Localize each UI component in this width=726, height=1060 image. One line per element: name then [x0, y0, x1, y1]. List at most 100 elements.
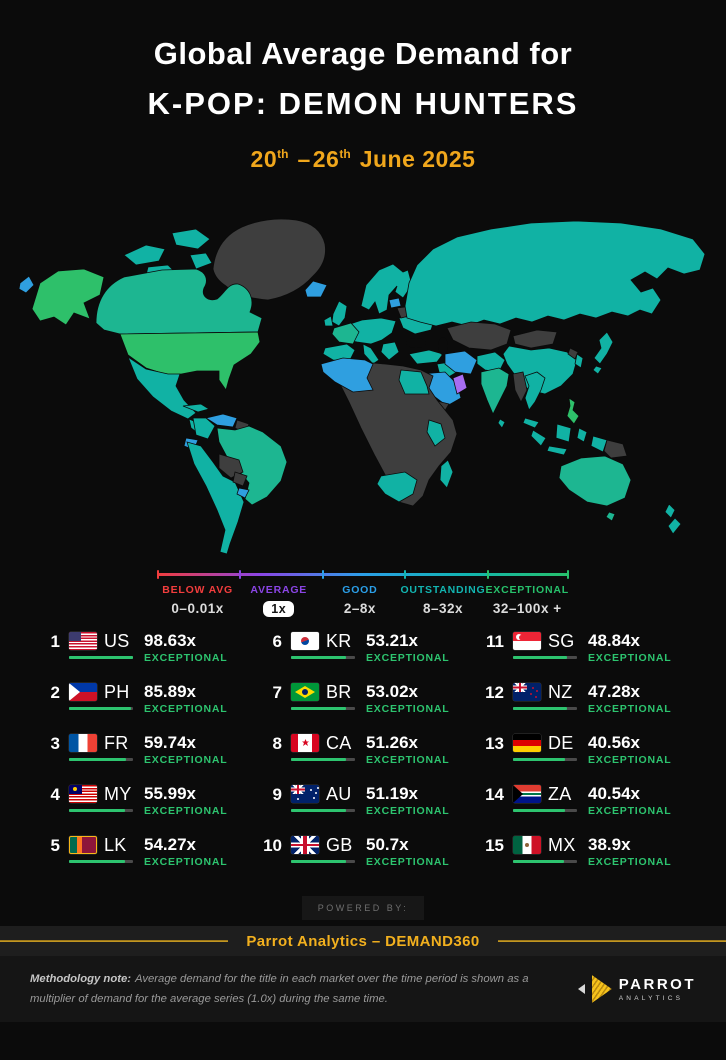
market-flag-block: GB	[291, 836, 355, 863]
market-flag-block: LK	[69, 836, 133, 863]
market-value-block: 53.21x EXCEPTIONAL	[366, 632, 450, 665]
map-region-japan	[592, 331, 614, 375]
map-region-india	[480, 367, 510, 415]
market-flag-block: BR	[291, 683, 355, 710]
market-row: 1 US 98.63x EXCEPTIONAL	[34, 632, 248, 670]
map-region-france	[331, 322, 360, 345]
map-region-cuba	[182, 403, 210, 413]
demand-bar-track	[69, 707, 133, 710]
market-row: 15 MX 38.9x EXCEPTIONAL	[478, 836, 692, 874]
map-black-sea	[406, 338, 426, 348]
market-rank: 13	[485, 734, 504, 753]
map-region-paraguay	[232, 471, 248, 487]
demand-bar-fill	[291, 809, 346, 812]
market-rank: 5	[50, 836, 60, 855]
map-region-south-korea	[574, 353, 584, 369]
market-value-block: 85.89x EXCEPTIONAL	[144, 683, 227, 716]
market-flag-block: DE	[513, 734, 577, 761]
country-flag-icon	[513, 836, 541, 854]
demand-tier-label: EXCEPTIONAL	[144, 856, 228, 868]
country-code: FR	[104, 733, 129, 753]
demand-bar-track	[69, 758, 133, 761]
date-end-suffix: th	[339, 147, 351, 161]
methodology-section: Methodology note: Average demand for the …	[0, 956, 726, 1022]
market-row: 7 BR 53.02x EXCEPTIONAL	[256, 683, 470, 721]
country-flag-icon	[513, 785, 541, 803]
market-flag-block: FR	[69, 734, 133, 761]
map-region-madagascar	[439, 459, 454, 489]
legend-gradient-line	[157, 573, 569, 576]
market-row: 9 AU 51.19x EXCEPTIONAL	[256, 785, 470, 823]
market-value-block: 53.02x EXCEPTIONAL	[366, 683, 449, 716]
legend-category-label: AVERAGE	[250, 584, 308, 596]
demand-bar-track	[291, 809, 355, 812]
market-rank: 3	[50, 734, 60, 753]
demand-bar-fill	[513, 656, 568, 659]
map-region-north-africa	[320, 357, 374, 393]
logo-brand-sub: ANALYTICS	[618, 994, 684, 1002]
market-rank: 14	[485, 785, 504, 804]
demand-tier-label: EXCEPTIONAL	[366, 652, 450, 664]
date-range: 20th –26th June 2025	[0, 146, 726, 173]
market-flag-block: AU	[291, 785, 355, 812]
map-region-uruguay	[236, 487, 250, 499]
country-flag-icon	[69, 683, 97, 701]
demand-bar-track	[291, 758, 355, 761]
map-region-malaysia	[522, 417, 540, 429]
market-flag-block: MY	[69, 785, 133, 812]
demand-tier-label: EXCEPTIONAL	[588, 805, 672, 817]
demand-bar-fill	[513, 860, 564, 863]
map-region-venezuela	[204, 413, 238, 428]
date-start-suffix: th	[277, 147, 289, 161]
map-region-colombia	[192, 417, 216, 440]
page-title-line2: K-POP: DEMON HUNTERS	[147, 86, 579, 121]
market-rank: 7	[272, 683, 282, 702]
market-rank: 12	[485, 683, 504, 702]
map-region-borneo	[555, 423, 572, 443]
demand-bar-fill	[291, 860, 346, 863]
market-row: 12 NZ 47.28x EXCEPTIONAL	[478, 683, 692, 721]
demand-bar-track	[291, 707, 355, 710]
legend-range-value: 32–100x +	[492, 601, 562, 616]
legend-item: OUTSTANDING 8–32x	[400, 584, 485, 618]
powered-by-wrap: POWERED BY:	[0, 896, 726, 920]
map-region-myanmar	[512, 371, 528, 403]
market-value-block: 48.84x EXCEPTIONAL	[588, 632, 672, 665]
date-end-day: 26	[312, 146, 340, 172]
map-region-australia	[558, 455, 632, 507]
market-value-block: 51.26x EXCEPTIONAL	[366, 734, 449, 767]
legend-items: BELOW AVG 0–0.01x AVERAGE 1x GOOD 2–8x O…	[157, 584, 569, 618]
legend-item: BELOW AVG 0–0.01x	[157, 584, 238, 618]
date-month-year: June 2025	[359, 146, 476, 172]
market-row: 8 CA 51.26x EXCEPTIONAL	[256, 734, 470, 772]
demand-tier-label: EXCEPTIONAL	[588, 652, 672, 664]
demand-bar-track	[513, 707, 577, 710]
demand-bar-fill	[513, 758, 565, 761]
country-flag-icon	[291, 632, 319, 650]
market-rank: 1	[50, 632, 60, 651]
country-code: CA	[326, 733, 352, 753]
legend-item: AVERAGE 1x	[238, 584, 319, 618]
date-dash: –	[297, 146, 311, 172]
logo-left-arrow-icon	[577, 984, 585, 994]
map-region-russia	[404, 220, 706, 327]
market-row: 2 PH 85.89x EXCEPTIONAL	[34, 683, 248, 721]
demand-bar-track	[69, 656, 133, 659]
map-region-south-africa	[376, 471, 418, 503]
market-flag-block: CA	[291, 734, 355, 761]
legend-tick	[567, 570, 569, 579]
country-flag-icon	[69, 734, 97, 752]
legend-item: EXCEPTIONAL 32–100x +	[486, 584, 569, 618]
demand-value: 40.54x	[588, 784, 640, 803]
demand-tier-label: EXCEPTIONAL	[588, 856, 672, 868]
country-code: BR	[326, 682, 352, 702]
country-code: AU	[326, 784, 352, 804]
map-region-east-africa	[426, 419, 446, 447]
map-region-kazakhstan	[446, 321, 512, 351]
demand-bar-fill	[69, 656, 133, 659]
demand-bar-fill	[69, 860, 125, 863]
legend-range-value: 2–8x	[343, 601, 376, 616]
country-flag-icon	[291, 734, 319, 752]
map-region-balkans	[380, 341, 400, 361]
country-flag-icon	[513, 683, 541, 701]
